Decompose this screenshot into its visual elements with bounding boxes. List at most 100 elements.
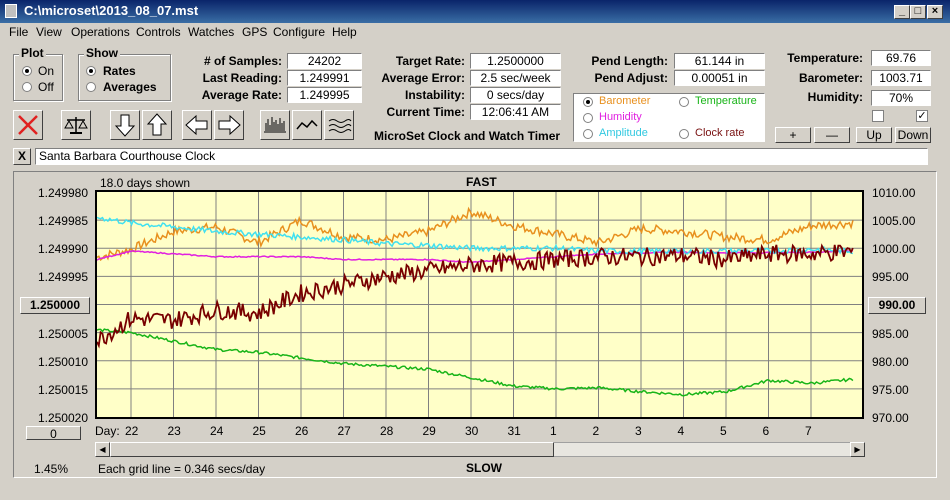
barometer-label: Barometer: xyxy=(798,71,863,85)
scale-minus-button[interactable]: — xyxy=(814,127,850,143)
left-tick-2: 1.249990 xyxy=(37,242,88,256)
x-tick-label: 25 xyxy=(252,424,266,438)
right-tick-6: 980.00 xyxy=(872,355,909,369)
left-tick-1: 1.249985 xyxy=(37,214,88,228)
arrow-left-icon xyxy=(185,114,208,136)
plot-on-radio[interactable] xyxy=(22,66,32,76)
balance-button[interactable] xyxy=(61,110,91,140)
scale-down-button[interactable]: Down xyxy=(895,127,931,143)
target-rate-field[interactable]: 1.2500000 xyxy=(470,53,561,69)
samples-label: # of Samples: xyxy=(203,54,282,68)
samples-field: 24202 xyxy=(287,53,362,69)
pend-length-label: Pend Length: xyxy=(591,54,668,68)
scale-up-button[interactable]: Up xyxy=(856,127,892,143)
average-error-label: Average Error: xyxy=(381,71,465,85)
current-time-label: Current Time: xyxy=(386,105,465,119)
show-averages-radio[interactable] xyxy=(86,82,96,92)
menu-operations[interactable]: Operations xyxy=(71,25,130,39)
instability-label: Instability: xyxy=(404,88,465,102)
move-down-button[interactable] xyxy=(110,110,140,140)
menu-view[interactable]: View xyxy=(36,25,62,39)
move-up-button[interactable] xyxy=(142,110,172,140)
day-label: Day: xyxy=(95,424,120,438)
series-temperature xyxy=(96,328,854,397)
arrow-down-icon xyxy=(114,114,136,137)
window-title: C:\microset\2013_08_07.mst xyxy=(24,3,199,18)
line-view-button[interactable] xyxy=(292,110,322,140)
x-tick-label: 29 xyxy=(422,424,436,438)
right-axis-center-button[interactable]: 990.00 xyxy=(868,297,926,314)
show-averages-label: Averages xyxy=(103,80,157,94)
x-tick-label: 22 xyxy=(125,424,139,438)
show-rates-radio[interactable] xyxy=(86,66,96,76)
menu-configure[interactable]: Configure xyxy=(273,25,326,39)
plot-svg xyxy=(96,192,862,417)
pend-length-field[interactable]: 61.144 in xyxy=(674,53,765,69)
title-bar[interactable] xyxy=(0,0,950,23)
checkbox-right[interactable]: ✓ xyxy=(916,110,928,122)
bars-view-button[interactable] xyxy=(260,110,290,140)
humidity-option[interactable]: Humidity xyxy=(599,111,642,123)
days-shown-label: 18.0 days shown xyxy=(100,176,191,190)
menu-file[interactable]: File xyxy=(9,25,29,39)
x-tick-label: 26 xyxy=(295,424,309,438)
average-rate-label: Average Rate: xyxy=(201,88,282,102)
series-clock-rate xyxy=(96,243,854,349)
grid-note: Each grid line = 0.346 secs/day xyxy=(98,462,266,476)
left-tick-0: 1.249980 xyxy=(37,186,88,200)
humidity-radio[interactable] xyxy=(583,113,593,123)
app-icon xyxy=(5,4,17,18)
checkbox-left[interactable] xyxy=(872,110,884,122)
x-tick-label: 24 xyxy=(210,424,224,438)
amplitude-option[interactable]: Amplitude xyxy=(599,127,648,139)
x-tick-label: 30 xyxy=(465,424,479,438)
plot-area[interactable] xyxy=(95,190,864,419)
clockrate-option[interactable]: Clock rate xyxy=(695,127,745,139)
scroll-right-arrow-icon[interactable]: ▶ xyxy=(850,442,865,457)
clockrate-radio[interactable] xyxy=(679,129,689,139)
amplitude-radio[interactable] xyxy=(583,129,593,139)
stop-button[interactable] xyxy=(13,110,43,140)
zero-button[interactable]: 0 xyxy=(26,426,81,441)
right-tick-3: 995.00 xyxy=(872,270,909,284)
clock-name-input[interactable]: Santa Barbara Courthouse Clock xyxy=(35,148,928,165)
left-tick-6: 1.250010 xyxy=(37,355,88,369)
wave-view-button[interactable] xyxy=(324,110,354,140)
right-tick-8: 970.00 xyxy=(872,411,909,425)
move-right-button[interactable] xyxy=(214,110,244,140)
plot-off-radio[interactable] xyxy=(22,82,32,92)
scrollbar-thumb[interactable] xyxy=(110,442,554,457)
menu-watches[interactable]: Watches xyxy=(188,25,235,39)
last-reading-field: 1.249991 xyxy=(287,70,362,86)
temperature-option[interactable]: Temperature xyxy=(695,95,757,107)
right-tick-7: 975.00 xyxy=(872,383,909,397)
scale-plus-button[interactable]: + xyxy=(775,127,811,143)
menu-gps[interactable]: GPS xyxy=(242,25,268,39)
minimize-button[interactable]: _ xyxy=(894,5,910,19)
maximize-button[interactable]: □ xyxy=(910,5,926,19)
close-button[interactable]: × xyxy=(927,5,943,19)
instability-field: 0 secs/day xyxy=(470,87,561,103)
temperature-radio[interactable] xyxy=(679,97,689,107)
humidity-field: 70% xyxy=(871,90,931,106)
percent-label: 1.45% xyxy=(34,462,69,476)
plot-off-label: Off xyxy=(38,80,54,94)
left-axis-center-button[interactable]: 1.250000 xyxy=(20,297,90,314)
x-tick-label: 3 xyxy=(635,424,642,438)
show-rates-label: Rates xyxy=(103,64,136,78)
pend-adjust-label: Pend Adjust: xyxy=(594,71,668,85)
right-tick-1: 1005.00 xyxy=(872,214,916,228)
left-tick-5: 1.250005 xyxy=(37,327,88,341)
barometer-radio[interactable] xyxy=(583,97,593,107)
line-graph-icon xyxy=(296,119,318,130)
show-group-title: Show xyxy=(84,46,120,60)
x-tick-label: 23 xyxy=(167,424,181,438)
menu-controls[interactable]: Controls xyxy=(136,25,181,39)
clear-name-button[interactable]: X xyxy=(13,148,31,165)
barometer-option[interactable]: Barometer xyxy=(599,95,651,107)
x-tick-label: 6 xyxy=(762,424,770,438)
series-barometer xyxy=(96,206,854,262)
scroll-left-arrow-icon[interactable]: ◀ xyxy=(95,442,110,457)
move-left-button[interactable] xyxy=(182,110,212,140)
menu-help[interactable]: Help xyxy=(332,25,357,39)
